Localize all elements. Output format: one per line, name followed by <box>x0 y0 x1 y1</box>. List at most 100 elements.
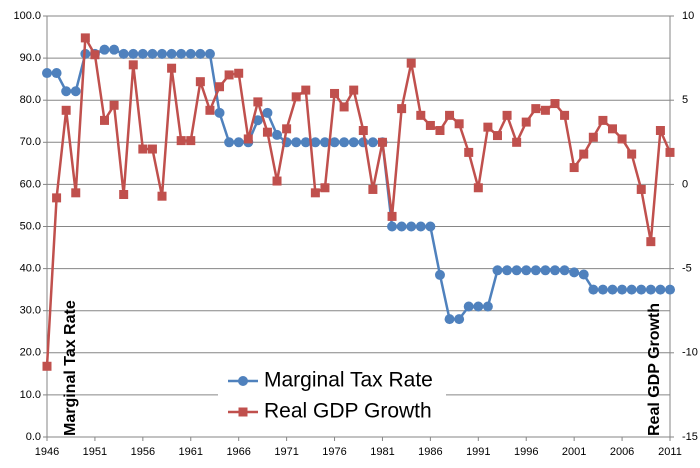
legend-label: Real GDP Growth <box>264 400 432 423</box>
marker <box>109 44 120 55</box>
marker <box>607 124 617 134</box>
marker <box>626 284 637 295</box>
marker <box>530 265 541 276</box>
marker <box>319 137 330 148</box>
marker <box>473 301 484 312</box>
marker <box>549 265 560 276</box>
marker <box>588 284 599 295</box>
y-tick-label: 30.0 <box>20 305 41 317</box>
marker <box>282 124 292 134</box>
marker <box>540 105 550 115</box>
legend-box <box>218 362 446 434</box>
marker <box>578 269 589 280</box>
marker <box>665 284 675 295</box>
marker <box>238 376 248 386</box>
marker <box>70 86 81 97</box>
marker <box>521 265 532 276</box>
marker <box>406 221 417 232</box>
x-tick-label: 1981 <box>370 446 394 458</box>
marker <box>483 122 493 132</box>
marker <box>397 104 407 114</box>
marker <box>569 163 579 173</box>
marker <box>588 132 598 142</box>
marker <box>521 117 531 127</box>
marker <box>185 48 196 59</box>
marker <box>645 284 656 295</box>
marker <box>61 86 72 97</box>
marker <box>636 284 647 295</box>
marker <box>215 82 225 92</box>
marker <box>415 221 426 232</box>
x-tick-label: 1946 <box>35 446 59 458</box>
x-tick-label: 1966 <box>226 446 250 458</box>
marker <box>617 284 628 295</box>
marker <box>454 119 464 129</box>
y-tick-label: 100.0 <box>13 10 41 22</box>
marker <box>310 188 320 198</box>
x-tick-label: 1991 <box>466 446 490 458</box>
marker <box>80 33 90 43</box>
marker <box>511 265 522 276</box>
y-tick-label: 80.0 <box>20 94 41 106</box>
marker <box>100 115 110 125</box>
marker <box>617 134 627 144</box>
marker <box>349 85 359 95</box>
marker <box>627 149 637 159</box>
marker <box>502 265 513 276</box>
marker <box>655 126 665 136</box>
x-tick-label: 1976 <box>322 446 346 458</box>
marker <box>238 407 248 417</box>
marker <box>512 137 522 147</box>
marker <box>367 137 378 148</box>
y-tick-label: 90.0 <box>20 52 41 64</box>
marker <box>406 58 416 68</box>
y-tick-label: 60.0 <box>20 178 41 190</box>
marker <box>272 129 283 140</box>
marker <box>253 97 263 107</box>
marker <box>272 176 282 186</box>
marker <box>531 104 541 114</box>
marker <box>51 68 62 79</box>
marker <box>109 100 119 110</box>
marker <box>137 48 148 59</box>
marker <box>128 60 138 70</box>
y-axis-label: Marginal Tax Rate <box>62 300 79 436</box>
marker <box>147 48 158 59</box>
marker <box>262 127 272 137</box>
marker <box>550 99 560 109</box>
y2-tick-label: -10 <box>682 347 698 359</box>
x-tick-label: 1996 <box>514 446 538 458</box>
x-tick-label: 1986 <box>418 446 442 458</box>
marker <box>52 193 62 203</box>
x-tick-label: 2001 <box>562 446 586 458</box>
marker <box>166 48 177 59</box>
marker <box>330 88 340 98</box>
marker <box>502 110 512 120</box>
marker <box>262 107 273 118</box>
marker <box>119 190 129 200</box>
marker <box>473 183 483 193</box>
marker <box>195 77 205 87</box>
x-tick-label: 1956 <box>131 446 155 458</box>
marker <box>569 267 580 278</box>
x-tick-label: 2006 <box>610 446 634 458</box>
marker <box>560 110 570 120</box>
marker <box>138 144 148 154</box>
marker <box>301 85 311 95</box>
marker <box>463 301 474 312</box>
marker <box>243 134 253 144</box>
x-tick-label: 1961 <box>179 446 203 458</box>
marker <box>214 107 225 118</box>
marker <box>607 284 618 295</box>
x-tick-label: 1951 <box>83 446 107 458</box>
marker <box>435 126 445 136</box>
x-tick-label: 1971 <box>274 446 298 458</box>
marker <box>252 115 263 126</box>
y2-tick-label: 0 <box>682 178 688 190</box>
marker <box>579 149 589 159</box>
y-tick-label: 50.0 <box>20 220 41 232</box>
marker <box>368 184 378 194</box>
marker <box>559 265 570 276</box>
marker <box>195 48 206 59</box>
marker <box>310 137 321 148</box>
